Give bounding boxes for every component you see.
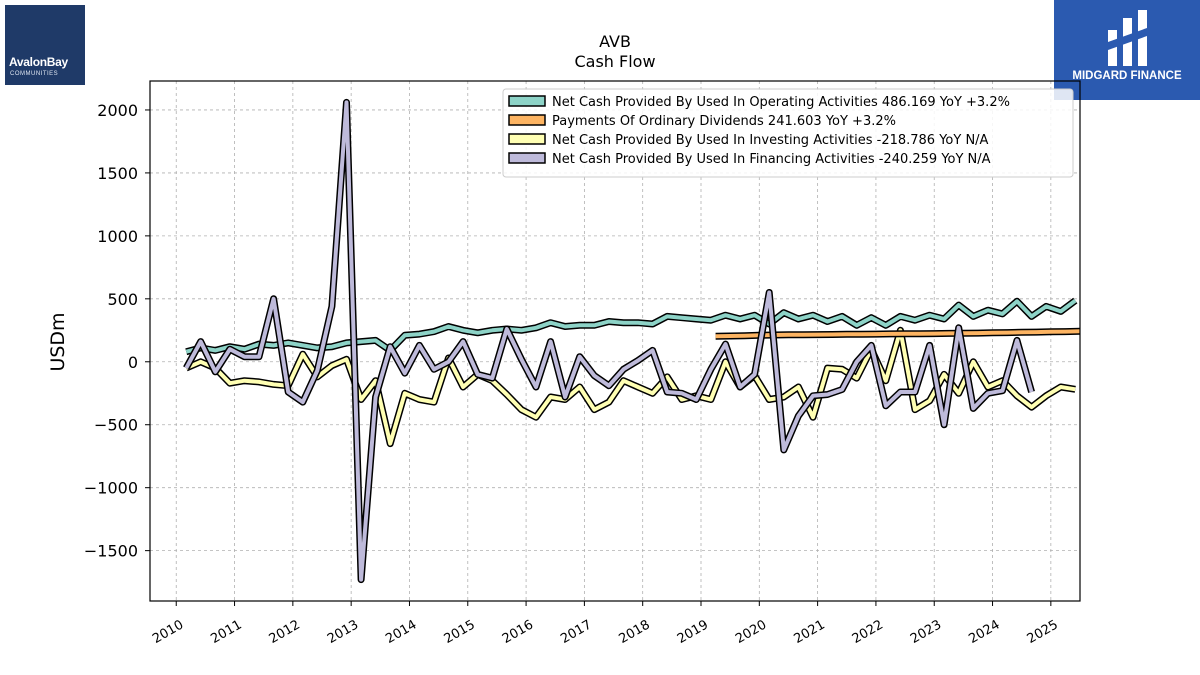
legend-swatch [508,133,546,145]
y-axis-label: USDm [47,312,69,371]
series-path [184,100,1034,582]
chart-title: AVB [599,32,631,51]
x-axis-ticks: 2010 2011 2012 2013 2014 2015 2016 2017 2018 2019… [150,601,1061,647]
chart-subtitle: Cash Flow [574,52,655,71]
x-tick-label: 2024 [966,617,1002,647]
x-tick-label: 2021 [791,617,827,647]
y-tick-label: 1500 [97,164,138,183]
y-tick-label: −500 [94,416,138,435]
legend-entry-label: Net Cash Provided By Used In Operating A… [552,95,1010,110]
legend-entry-label: Net Cash Provided By Used In Investing A… [552,133,989,148]
y-tick-label: 2000 [97,101,138,120]
legend-entry-label: Payments Of Ordinary Dividends 241.603 Y… [552,114,896,129]
series-path [185,298,1077,354]
series-0-line [185,297,1078,356]
x-tick-label: 2013 [325,617,361,647]
series-2-line [184,326,1076,448]
x-tick-label: 2014 [383,617,419,647]
x-tick-label: 2010 [150,617,186,647]
midgard-emblem-icon [1108,10,1147,66]
x-tick-label: 2023 [908,617,944,647]
series-lines [183,98,1081,584]
series-outline [185,297,1078,356]
legend: Net Cash Provided By Used In Operating A… [502,88,1074,178]
avalonbay-logo: AvalonBay COMMUNITIES [5,5,85,85]
legend-box [502,88,1074,178]
x-tick-label: 2020 [733,617,769,647]
series-path [185,328,1076,446]
y-tick-label: 0 [128,353,138,372]
legend-entry-label: Net Cash Provided By Used In Financing A… [552,152,991,167]
x-tick-label: 2017 [558,617,594,647]
series-3-line [183,98,1035,584]
y-tick-label: 1000 [97,227,138,246]
y-axis-ticks: −1500 −1000 −500 0 500 1000 1500 2000 [84,101,150,561]
midgard-finance-logo: MIDGARD FINANCE [1054,0,1200,100]
legend-swatch [508,95,546,107]
y-tick-label: 500 [107,290,138,309]
y-tick-label: −1000 [84,479,138,498]
avalonbay-logo-text: AvalonBay [9,55,68,69]
y-tick-label: −1500 [84,542,138,561]
x-tick-label: 2015 [442,617,478,647]
legend-swatch [508,114,546,126]
plot-frame [149,80,1081,602]
x-tick-label: 2019 [675,617,711,647]
x-tick-label: 2012 [267,617,303,647]
x-tick-label: 2025 [1025,617,1061,647]
x-tick-label: 2022 [850,617,886,647]
legend-swatch [508,152,546,164]
x-tick-label: 2011 [208,617,244,647]
x-tick-label: 2018 [617,617,653,647]
avalonbay-logo-subtext: COMMUNITIES [10,71,59,77]
midgard-logo-text: MIDGARD FINANCE [1072,70,1182,82]
x-tick-label: 2016 [500,617,536,647]
